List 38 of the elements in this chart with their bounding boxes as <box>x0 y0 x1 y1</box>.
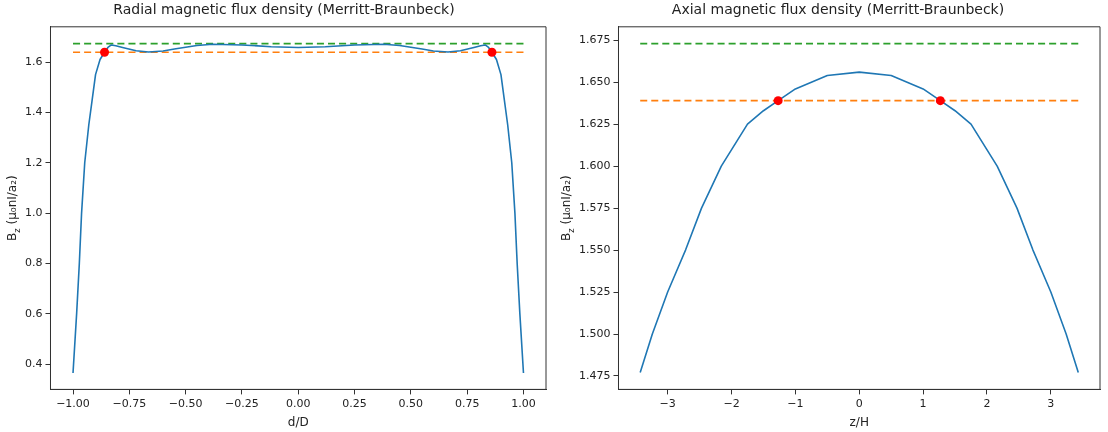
x-tick-label: −3 <box>659 396 676 410</box>
x-tick-label: −0.75 <box>112 396 147 410</box>
x-tick-label: 1 <box>919 396 927 410</box>
y-tick-label: 1.4 <box>24 105 43 119</box>
x-tick-label: 0 <box>855 396 863 410</box>
x-tick-label: 0.75 <box>454 396 480 410</box>
x-tick-label: −0.50 <box>168 396 203 410</box>
y-tick-label: 1.2 <box>24 155 43 169</box>
y-tick-label: 1.525 <box>578 284 611 298</box>
y-tick-label: 1.575 <box>578 200 611 214</box>
x-tick-label: −1.00 <box>56 396 90 410</box>
y-tick-label: 0.6 <box>24 306 43 320</box>
chart-title: Axial magnetic flux density (Merritt-Braunbeck) <box>671 1 1005 18</box>
y-tick-label: 1.625 <box>578 117 611 131</box>
x-tick-label: 3 <box>1047 396 1055 410</box>
y-tick-label: 1.6 <box>24 54 43 68</box>
chart-title: Radial magnetic flux density (Merritt-Braunbeck) <box>113 1 455 18</box>
y-tick-label: 0.4 <box>24 357 43 371</box>
x-tick-label: 0.00 <box>286 396 311 410</box>
x-tick-label: 0.25 <box>342 396 367 410</box>
x-tick-label: 0.50 <box>398 396 424 410</box>
x-tick-label: 2 <box>983 396 991 410</box>
x-tick-label: −2 <box>723 396 740 410</box>
y-tick-label: 1.550 <box>578 242 611 256</box>
y-axis-title: Bz (μ₀nI/a₂) <box>559 175 576 241</box>
x-axis-title: d/D <box>287 414 309 429</box>
y-tick-label: 1.600 <box>578 158 611 172</box>
y-tick-label: 1.0 <box>24 206 43 219</box>
x-tick-label: 1.00 <box>511 396 536 410</box>
y-axis-title: Bz (μ₀nI/a₂) <box>5 175 22 241</box>
y-tick-label: 1.675 <box>578 33 611 47</box>
x-tick-label: −0.25 <box>225 396 259 410</box>
x-axis-title: z/H <box>849 414 869 429</box>
y-tick-label: 1.500 <box>578 326 611 340</box>
x-tick-label: −1 <box>787 396 804 410</box>
y-tick-label: 1.475 <box>578 368 611 382</box>
y-tick-label: 1.650 <box>578 75 611 89</box>
y-tick-label: 0.8 <box>24 256 43 270</box>
